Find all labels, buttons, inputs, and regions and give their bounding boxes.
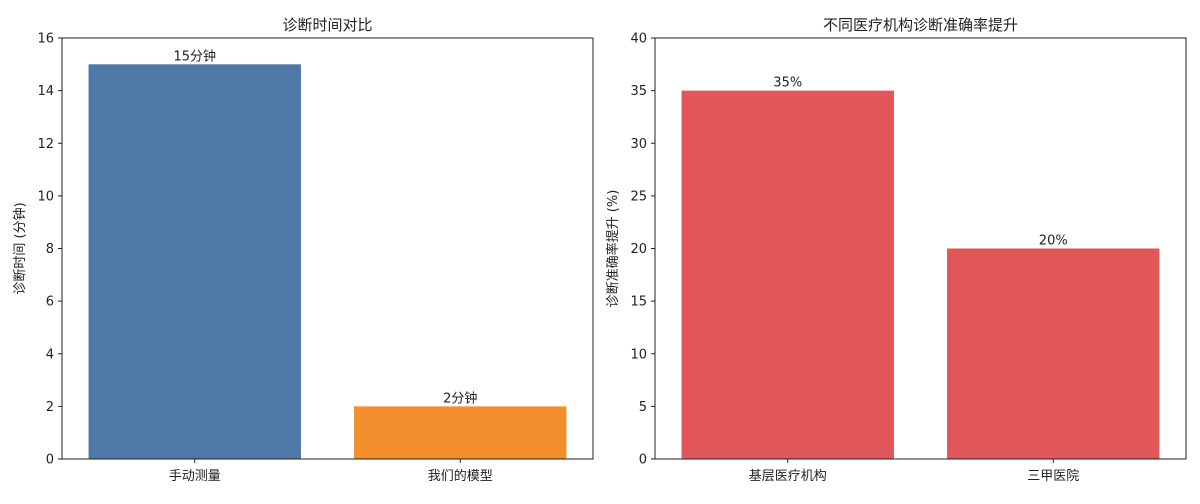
bar [354, 406, 567, 459]
y-tick-label: 4 [46, 347, 54, 362]
chart-title: 不同医疗机构诊断准确率提升 [823, 16, 1018, 34]
bar [947, 248, 1160, 459]
y-tick-label: 6 [46, 295, 54, 310]
x-tick-label: 三甲医院 [1027, 469, 1079, 484]
bar [681, 90, 894, 459]
y-tick-label: 5 [639, 400, 647, 415]
plot-frame [61, 37, 594, 460]
y-tick-label: 30 [630, 137, 647, 152]
y-tick-label: 14 [37, 84, 54, 99]
bar [88, 64, 301, 459]
y-tick-label: 2 [46, 400, 54, 415]
y-tick-label: 10 [630, 347, 647, 362]
y-tick-label: 8 [46, 242, 54, 257]
data-label: 35% [773, 76, 802, 91]
y-tick-label: 25 [630, 189, 647, 204]
y-tick-label: 10 [37, 189, 54, 204]
y-tick-label: 40 [630, 32, 647, 47]
data-label: 20% [1039, 234, 1068, 249]
y-tick-label: 20 [630, 242, 647, 257]
x-tick-label: 基层医疗机构 [749, 469, 827, 484]
y-axis-label: 诊断时间 (分钟) [12, 202, 28, 294]
x-tick-label: 我们的模型 [428, 468, 493, 484]
data-label: 2分钟 [443, 390, 477, 406]
y-tick-label: 12 [37, 137, 54, 152]
y-tick-label: 15 [630, 295, 647, 310]
y-tick-label: 16 [37, 32, 54, 47]
y-tick-label: 0 [46, 453, 54, 468]
chart-2: 不同医疗机构诊断准确率提升 35% 基层医疗机构 20% 三甲医院 0 5 10 15 20 25 3… [605, 16, 1187, 484]
y-tick-label: 35 [630, 84, 647, 99]
y-tick-label: 0 [639, 453, 647, 468]
y-axis-label: 诊断准确率提升 (%) [605, 190, 621, 308]
x-tick-label: 手动测量 [169, 469, 221, 484]
chart-title: 诊断时间对比 [282, 16, 372, 34]
plot-frame [654, 37, 1187, 460]
data-label: 15分钟 [173, 48, 216, 64]
